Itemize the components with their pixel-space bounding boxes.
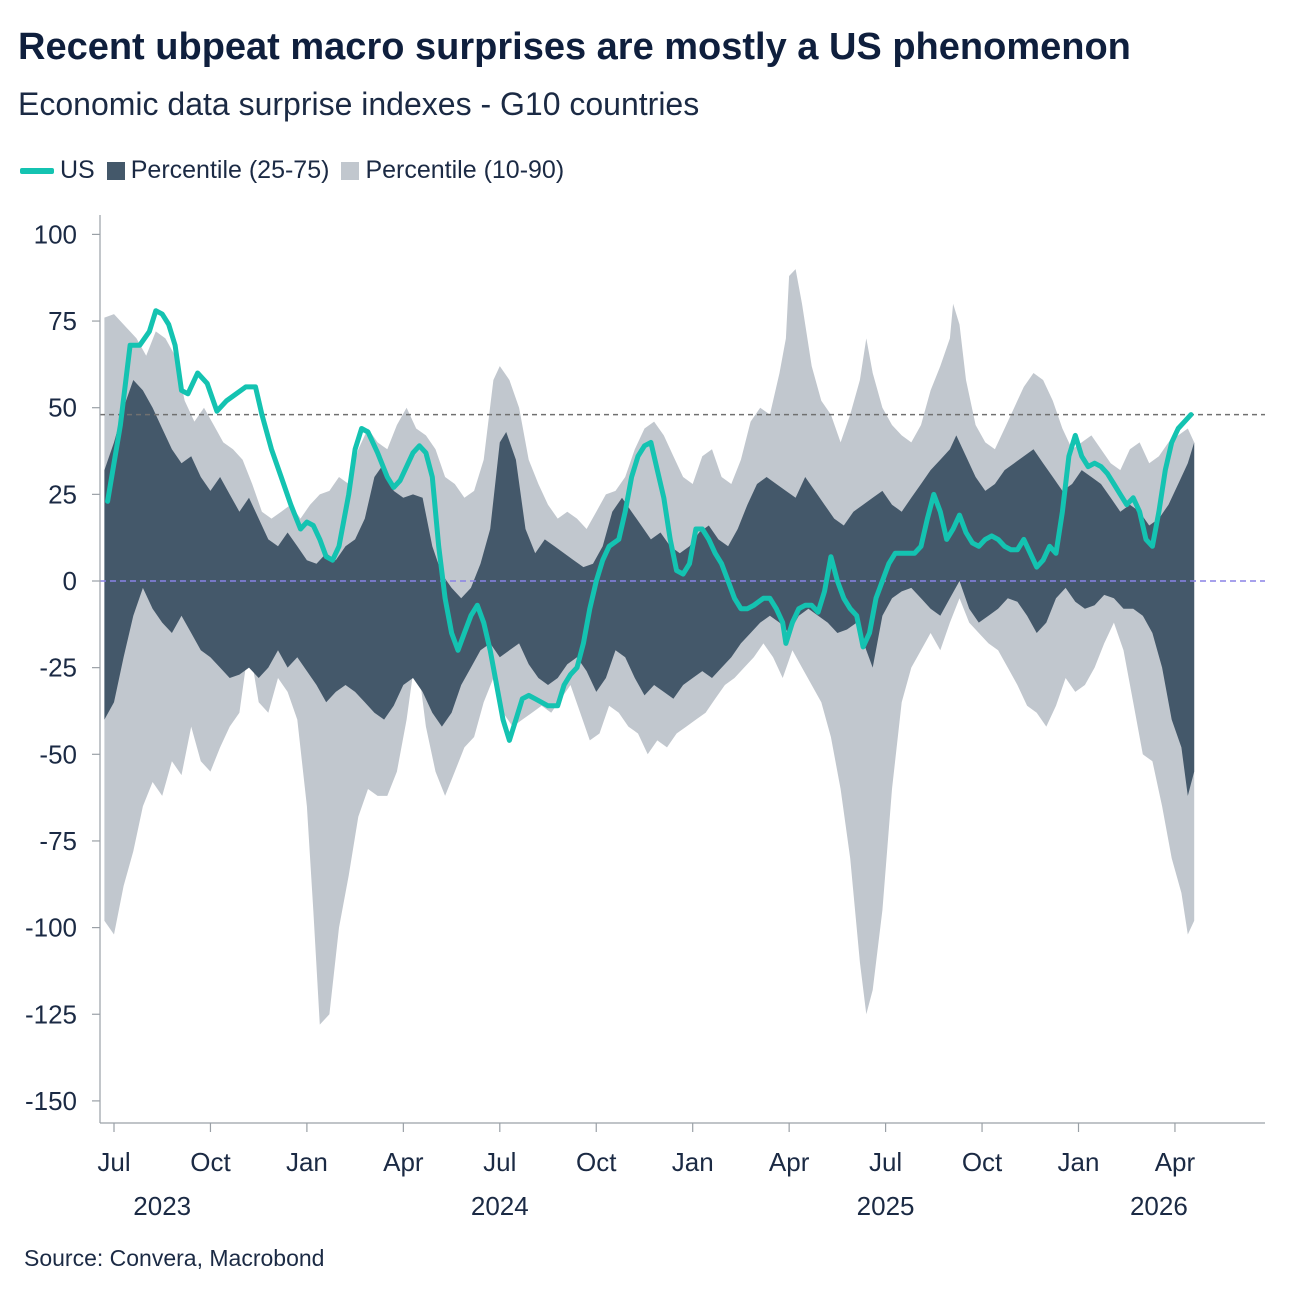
legend-label-p25-75: Percentile (25-75) [130, 156, 330, 184]
source-note: Source: Convera, Macrobond [24, 1245, 325, 1271]
chart-title: Recent ubpeat macro surprises are mostly… [18, 26, 1131, 68]
y-tick-label: 100 [34, 219, 77, 249]
x-tick-label: Jan [286, 1147, 328, 1177]
x-tick-label: Jan [1058, 1147, 1100, 1177]
y-tick-label: -75 [39, 826, 77, 856]
x-tick-label: Jul [483, 1147, 516, 1177]
y-tick-label: -25 [39, 653, 77, 683]
band-p25-75 [104, 380, 1195, 796]
legend: US Percentile (25-75) Percentile (10-90) [20, 156, 576, 185]
y-tick-label: -100 [25, 913, 77, 943]
y-tick-label: 75 [48, 306, 77, 336]
x-tick-label: Jul [869, 1147, 902, 1177]
legend-label-us: US [60, 156, 95, 184]
y-tick-label: 50 [48, 393, 77, 423]
legend-swatch-us [20, 167, 54, 174]
legend-item-p25-75: Percentile (25-75) [106, 156, 330, 185]
y-tick-label: -125 [25, 999, 77, 1029]
x-tick-label: Apr [383, 1147, 424, 1177]
chart-subtitle: Economic data surprise indexes - G10 cou… [18, 86, 700, 122]
x-tick-label: Oct [190, 1147, 231, 1177]
x-year-label: 2024 [471, 1191, 529, 1221]
y-tick-label: 0 [63, 566, 77, 596]
legend-label-p10-90: Percentile (10-90) [365, 156, 565, 184]
legend-item-p10-90: Percentile (10-90) [341, 156, 564, 185]
y-tick-label: -150 [25, 1086, 77, 1116]
x-tick-label: Jan [672, 1147, 714, 1177]
legend-swatch-p10-90 [341, 161, 360, 180]
y-tick-label: -50 [39, 739, 77, 769]
x-tick-label: Apr [1155, 1147, 1196, 1177]
legend-item-us: US [20, 156, 95, 185]
x-tick-label: Oct [962, 1147, 1003, 1177]
series-line-us [105, 308, 1194, 743]
x-year-label: 2026 [1130, 1191, 1188, 1221]
x-tick-label: Oct [576, 1147, 617, 1177]
x-year-label: 2023 [133, 1191, 191, 1221]
x-year-label: 2025 [857, 1191, 915, 1221]
x-tick-label: Jul [97, 1147, 130, 1177]
legend-swatch-p25-75 [106, 161, 125, 180]
x-tick-label: Apr [769, 1147, 810, 1177]
y-tick-label: 25 [48, 479, 77, 509]
